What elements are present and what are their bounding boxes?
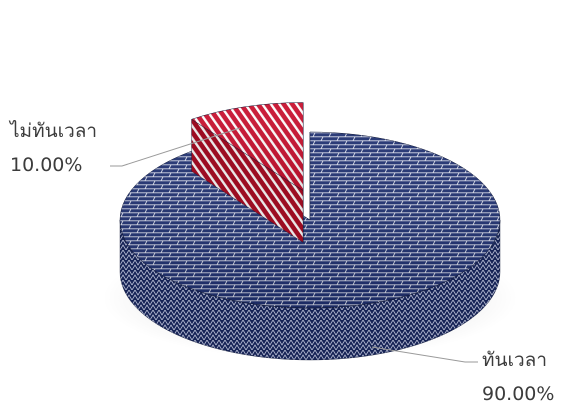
pie-slices xyxy=(119,102,501,361)
pie-slice-late xyxy=(190,102,304,243)
pie-leader-ontime xyxy=(371,346,478,363)
pie-labels: ไม่ทันเวลา 10.00% ทันเวลา 90.00% xyxy=(8,120,554,405)
pie-slice-ontime xyxy=(119,131,501,361)
pie-label-ontime-value: 90.00% xyxy=(482,383,554,405)
pie-slice-late-shade xyxy=(191,102,304,191)
pie-label-late-name: ไม่ทันเวลา xyxy=(8,120,97,142)
pie-label-ontime-name: ทันเวลา xyxy=(482,349,547,371)
pie-slice-ontime-shade xyxy=(119,132,501,308)
pie-label-late-value: 10.00% xyxy=(10,154,82,176)
pie-leader-late xyxy=(110,127,241,167)
